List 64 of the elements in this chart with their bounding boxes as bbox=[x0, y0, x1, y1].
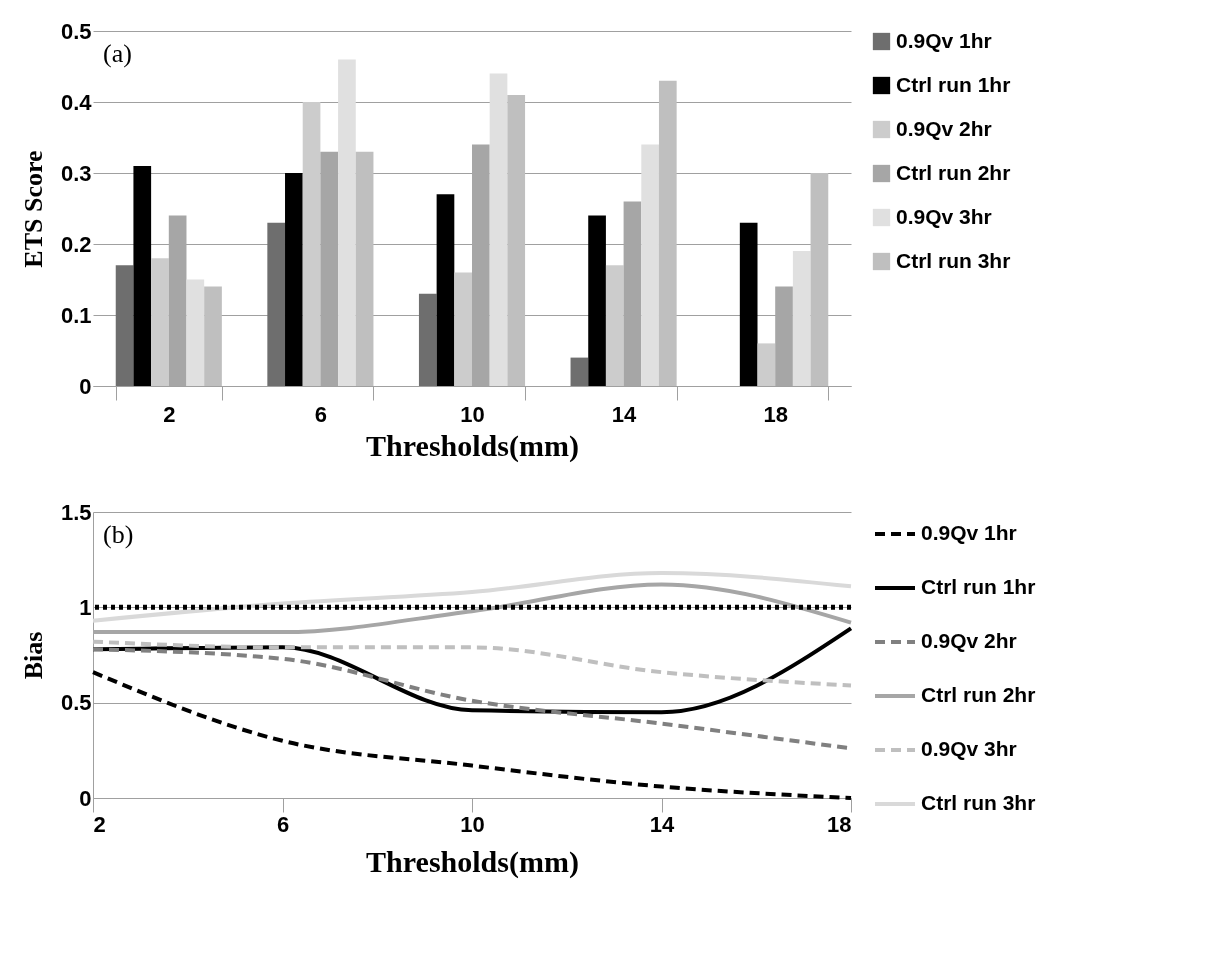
x-tick-label: 2 bbox=[163, 401, 176, 427]
bar bbox=[115, 265, 134, 386]
bar bbox=[588, 215, 606, 386]
legend-label: 0.9Qv 3hr bbox=[896, 204, 992, 228]
y-tick-label: 0 bbox=[79, 373, 92, 399]
legend-label: 0.9Qv 2hr bbox=[921, 629, 1017, 652]
y-tick-label: 0.5 bbox=[60, 18, 92, 44]
y-tick-label: 1.5 bbox=[60, 499, 92, 525]
legend-label: 0.9Qv 1hr bbox=[896, 28, 992, 52]
line-series bbox=[91, 639, 853, 688]
bar bbox=[810, 173, 829, 386]
bar bbox=[204, 286, 222, 386]
bar bbox=[641, 144, 659, 386]
x-tick-label: 6 bbox=[276, 811, 290, 837]
bar bbox=[792, 251, 811, 386]
bar bbox=[436, 194, 455, 386]
x-tick-label: 18 bbox=[827, 811, 852, 837]
x-tick-label: 14 bbox=[649, 811, 675, 837]
chart-title: (b) bbox=[103, 520, 134, 549]
bar bbox=[285, 173, 303, 386]
bar bbox=[186, 279, 205, 386]
x-tick-label: 18 bbox=[763, 401, 788, 427]
legend-label: Ctrl run 1hr bbox=[896, 72, 1011, 96]
bar bbox=[757, 343, 776, 386]
bar bbox=[507, 94, 526, 386]
bar bbox=[739, 222, 758, 386]
x-tick-label: 10 bbox=[460, 401, 485, 427]
bar bbox=[338, 59, 356, 386]
y-tick-label: 0.5 bbox=[60, 690, 92, 716]
legend-label: Ctrl run 2hr bbox=[921, 683, 1036, 706]
bar bbox=[489, 73, 508, 386]
legend-label: Ctrl run 3hr bbox=[921, 791, 1036, 814]
y-tick-label: 0.1 bbox=[60, 302, 92, 328]
legend-label: 0.9Qv 2hr bbox=[896, 116, 992, 140]
y-tick-label: 0.2 bbox=[60, 231, 92, 257]
legend-label: Ctrl run 3hr bbox=[896, 248, 1011, 272]
x-axis-title: Thresholds(mm) bbox=[366, 844, 579, 879]
y-tick-label: 1 bbox=[79, 594, 92, 620]
x-tick-label: 10 bbox=[460, 811, 485, 837]
bar bbox=[570, 357, 589, 386]
line-series bbox=[91, 571, 853, 623]
x-axis-title: Thresholds(mm) bbox=[366, 428, 579, 463]
y-tick-label: 0.4 bbox=[60, 89, 93, 115]
bar bbox=[605, 265, 624, 386]
bar bbox=[151, 258, 169, 386]
legend-label: 0.9Qv 1hr bbox=[921, 521, 1017, 544]
legend-label: Ctrl run 2hr bbox=[896, 160, 1011, 184]
chart-title: (a) bbox=[103, 39, 132, 68]
y-axis-title: ETS Score bbox=[18, 150, 48, 268]
bar bbox=[418, 293, 437, 386]
y-tick-label: 0 bbox=[79, 785, 92, 811]
x-tick-label: 14 bbox=[611, 401, 638, 427]
y-tick-label: 0.3 bbox=[60, 160, 92, 186]
legend-label: Ctrl run 1hr bbox=[921, 575, 1036, 598]
bar bbox=[267, 222, 286, 386]
bar bbox=[658, 80, 677, 386]
x-tick-label: 2 bbox=[93, 811, 106, 837]
bar bbox=[302, 102, 321, 386]
legend-label: 0.9Qv 3hr bbox=[921, 737, 1017, 760]
bar bbox=[454, 272, 472, 386]
bar bbox=[133, 165, 152, 386]
x-tick-label: 6 bbox=[314, 401, 328, 427]
bar bbox=[355, 151, 374, 386]
y-axis-title: Bias bbox=[18, 631, 48, 680]
